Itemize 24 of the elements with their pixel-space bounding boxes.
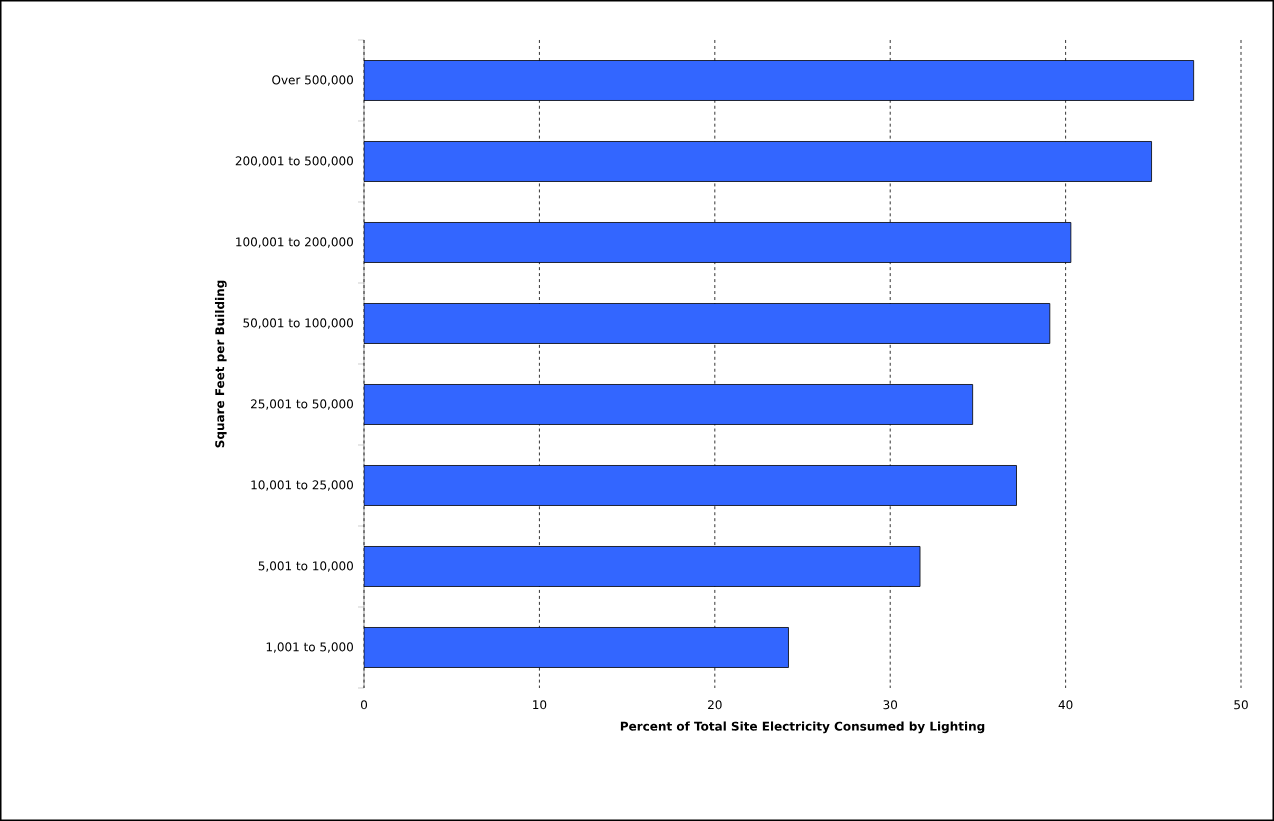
bar — [364, 60, 1195, 101]
y-tick-label: 100,001 to 200,000 — [236, 237, 353, 248]
y-tick-label: 50,001 to 100,000 — [243, 318, 353, 329]
bar — [364, 141, 1152, 182]
y-axis-title: Square Feet per Building — [214, 280, 227, 448]
y-tick-label: 10,001 to 25,000 — [251, 480, 353, 491]
x-tick-label: 40 — [1058, 700, 1073, 710]
bar — [364, 303, 1051, 344]
y-tick-label: 25,001 to 50,000 — [251, 399, 353, 410]
x-tick-label: 0 — [360, 700, 368, 710]
x-tick-label: 30 — [883, 700, 898, 710]
bar — [364, 627, 789, 668]
y-tick-label: 5,001 to 10,000 — [258, 561, 353, 572]
x-tick-label: 20 — [708, 700, 722, 710]
bar — [364, 546, 921, 587]
y-tick-label: 1,001 to 5,000 — [266, 642, 353, 653]
bar — [364, 222, 1072, 263]
bar — [364, 465, 1017, 506]
x-tick-label: 10 — [533, 700, 547, 710]
bar — [364, 384, 974, 425]
y-tick-label: Over 500,000 — [272, 75, 353, 86]
x-axis-title: Percent of Total Site Electricity Consumed by Lighting — [620, 721, 985, 734]
y-tick-label: 200,001 to 500,000 — [235, 156, 353, 167]
x-tick-label: 50 — [1234, 700, 1248, 710]
